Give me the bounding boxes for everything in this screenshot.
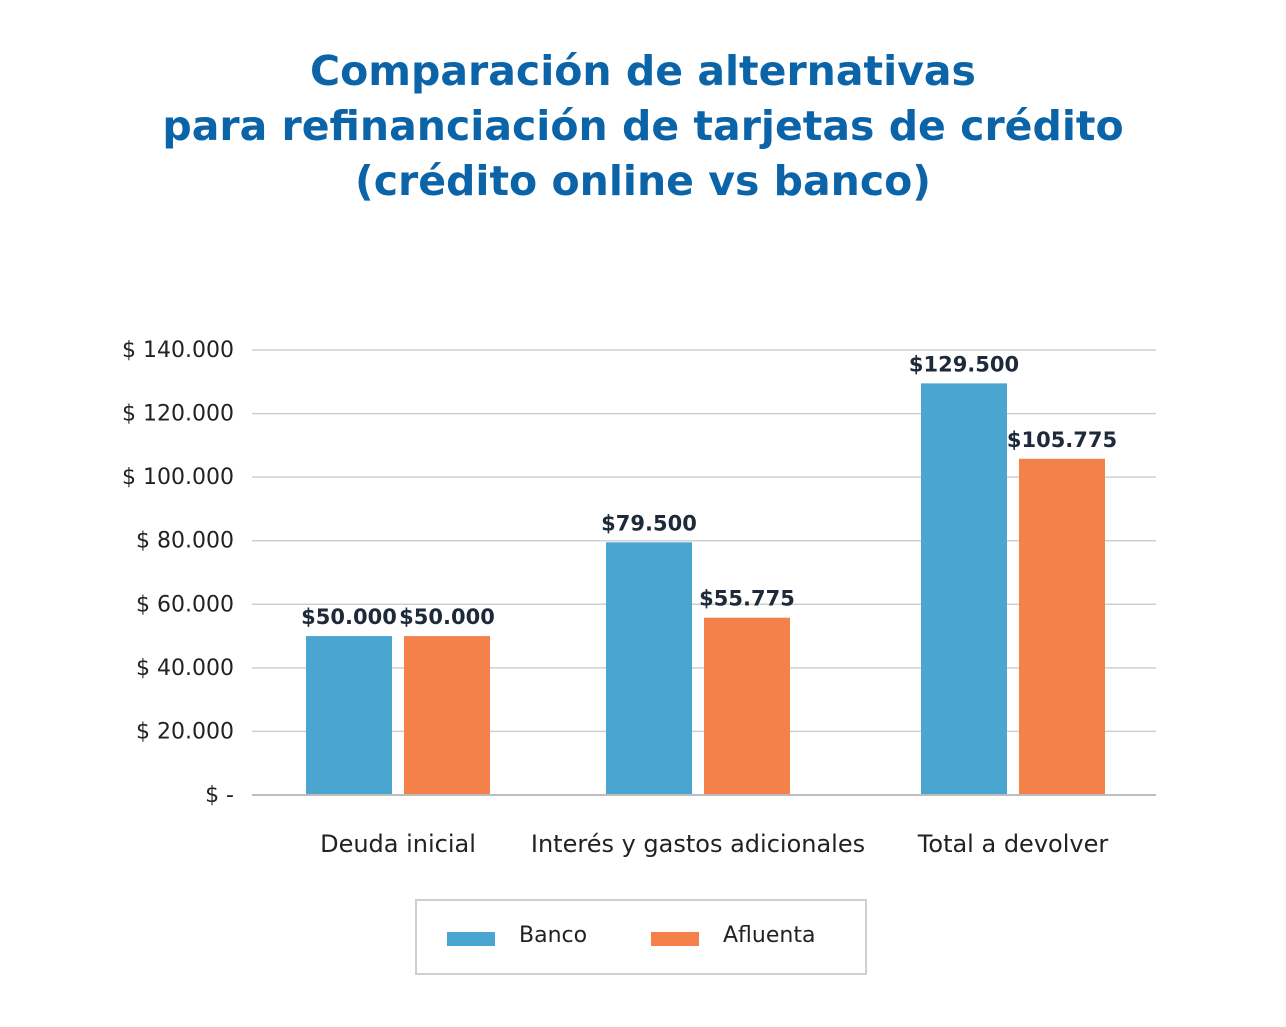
- chart-title-line-1: Comparación de alternativas: [310, 47, 976, 95]
- y-tick-label-6: $ 120.000: [122, 402, 234, 427]
- x-category-label-2: Total a devolver: [917, 830, 1109, 858]
- bar-afluenta-2: [1019, 458, 1105, 795]
- y-tick-label-2: $ 40.000: [136, 656, 234, 681]
- legend-swatch-afluenta: [651, 932, 699, 946]
- y-tick-label-7: $ 140.000: [122, 338, 234, 363]
- data-label-afluenta-0: $50.000: [399, 605, 495, 629]
- chart-title: Comparación de alternativas para refinan…: [0, 44, 1286, 209]
- chart-title-line-2: para refinanciación de tarjetas de crédi…: [162, 102, 1124, 150]
- data-label-afluenta-1: $55.775: [699, 587, 795, 611]
- chart-title-line-3: (crédito online vs banco): [354, 157, 932, 205]
- legend: Banco Afluenta: [415, 899, 867, 975]
- data-label-banco-1: $79.500: [601, 511, 697, 535]
- data-label-afluenta-2: $105.775: [1007, 428, 1117, 452]
- x-category-label-0: Deuda inicial: [320, 830, 476, 858]
- data-label-banco-2: $129.500: [909, 352, 1019, 376]
- y-tick-label-4: $ 80.000: [136, 529, 234, 554]
- data-label-banco-0: $50.000: [301, 605, 397, 629]
- bar-banco-0: [306, 636, 392, 795]
- legend-label-afluenta: Afluenta: [723, 923, 816, 948]
- y-tick-label-1: $ 20.000: [136, 719, 234, 744]
- y-tick-label-0: $ -: [205, 783, 234, 808]
- bar-banco-1: [606, 542, 692, 795]
- legend-swatch-banco: [447, 932, 495, 946]
- x-category-label-1: Interés y gastos adicionales: [531, 830, 865, 858]
- y-tick-label-3: $ 60.000: [136, 592, 234, 617]
- legend-label-banco: Banco: [519, 923, 588, 948]
- bar-banco-2: [921, 383, 1007, 795]
- y-tick-label-5: $ 100.000: [122, 465, 234, 490]
- bar-afluenta-1: [704, 617, 790, 795]
- bar-afluenta-0: [404, 636, 490, 795]
